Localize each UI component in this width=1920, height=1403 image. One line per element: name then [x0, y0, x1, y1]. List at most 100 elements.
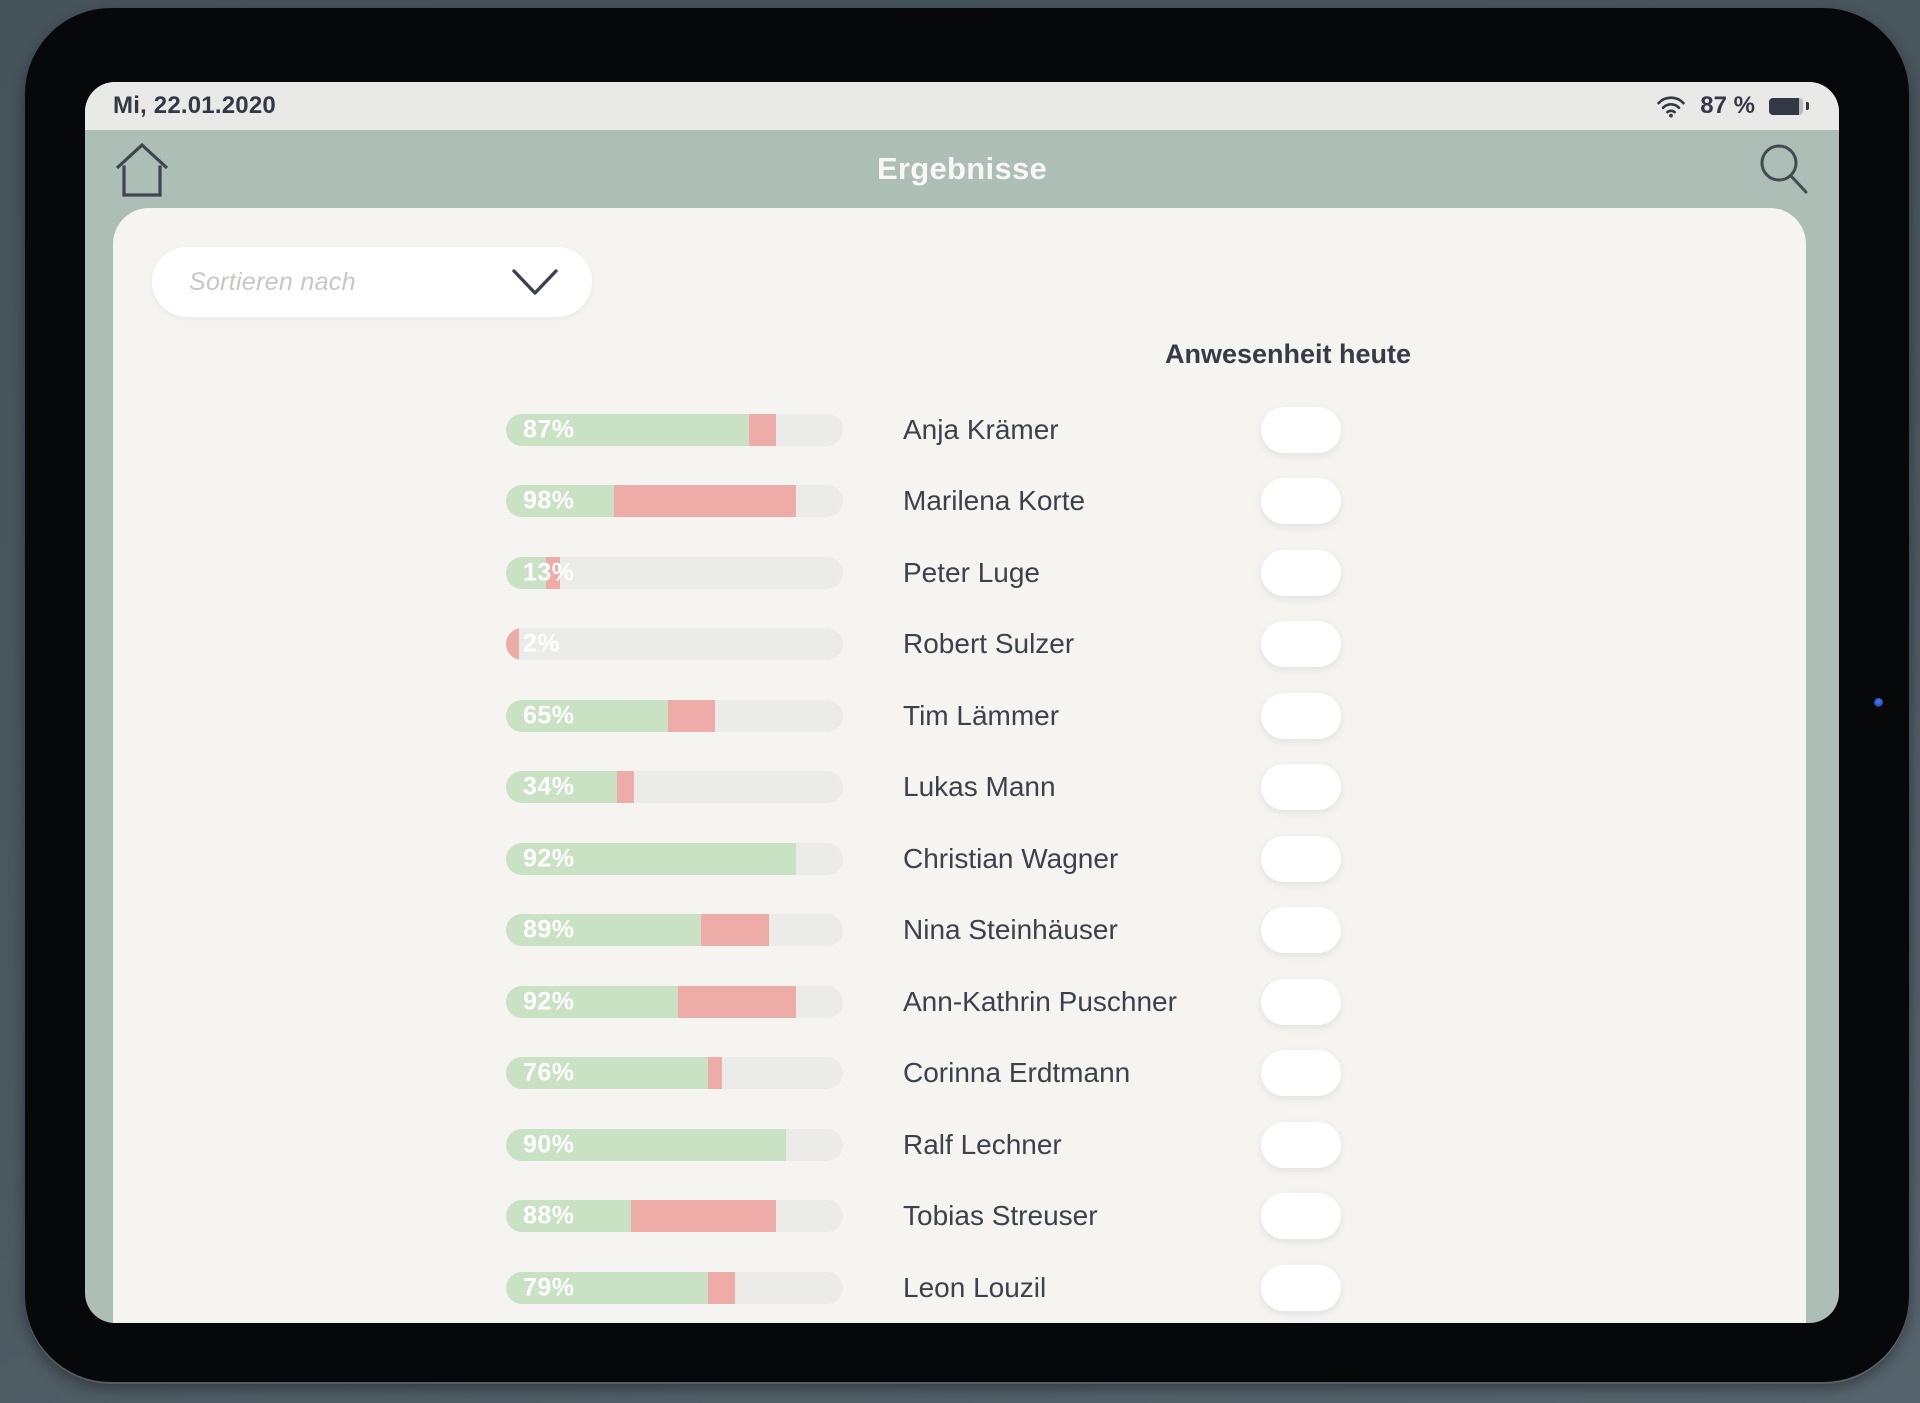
result-row: 92% Ann-Kathrin Puschner — [113, 966, 1806, 1038]
attendance-toggle[interactable] — [1261, 1264, 1341, 1311]
score-label: 92% — [523, 844, 575, 873]
result-row: 88% Tobias Streuser — [113, 1181, 1806, 1253]
search-button[interactable] — [1755, 141, 1811, 197]
person-name: Ann-Kathrin Puschner — [903, 985, 1177, 1017]
attendance-toggle[interactable] — [1261, 1121, 1341, 1168]
app-screen: Mi, 22.01.2020 87 % — [85, 82, 1839, 1323]
score-bar-green-segment — [506, 1271, 709, 1304]
nav-bar: Ergebnisse — [85, 130, 1839, 208]
score-bar-red-segment — [748, 413, 776, 446]
result-row: 87% Anja Krämer — [113, 394, 1806, 466]
score-bar-red-segment — [667, 699, 715, 732]
attendance-toggle[interactable] — [1261, 549, 1341, 596]
score-bar: 90% — [506, 1128, 843, 1161]
results-list: 87% Anja Krämer 98% Marilena Korte 13% P… — [113, 394, 1806, 1323]
person-name: Tobias Streuser — [903, 1200, 1098, 1232]
attendance-toggle[interactable] — [1261, 978, 1341, 1025]
attendance-toggle[interactable] — [1261, 835, 1341, 882]
battery-nub — [1806, 102, 1809, 110]
attendance-toggle[interactable] — [1261, 406, 1341, 453]
attendance-toggle[interactable] — [1261, 907, 1341, 954]
score-bar-green-segment — [506, 914, 702, 947]
score-label: 65% — [523, 701, 575, 730]
result-row: 34% Lukas Mann — [113, 752, 1806, 824]
score-bar: 98% — [506, 485, 843, 518]
score-bar-red-segment — [630, 1200, 776, 1233]
score-bar-green-segment — [506, 771, 618, 804]
score-label: 89% — [523, 915, 575, 944]
score-bar: 13% — [506, 556, 843, 589]
score-label: 34% — [523, 772, 575, 801]
score-bar-green-segment — [506, 485, 614, 518]
result-row: 65% Tim Lämmer — [113, 680, 1806, 752]
person-name: Marilena Korte — [903, 485, 1086, 517]
score-bar-green-segment — [506, 556, 547, 589]
score-bar: 34% — [506, 771, 843, 804]
score-label: 92% — [523, 987, 575, 1016]
sort-dropdown-placeholder: Sortieren nach — [189, 267, 356, 296]
score-bar-green-segment — [506, 699, 668, 732]
chevron-down-icon — [512, 268, 558, 296]
score-bar: 92% — [506, 842, 843, 875]
result-row: 76% Corinna Erdtmann — [113, 1038, 1806, 1110]
score-bar: 2% — [506, 628, 843, 661]
person-name: Peter Luge — [903, 556, 1040, 588]
person-name: Leon Louzil — [903, 1271, 1047, 1303]
person-name: Christian Wagner — [903, 842, 1119, 874]
score-bar: 89% — [506, 914, 843, 947]
result-row: 90% Ralf Lechner — [113, 1109, 1806, 1181]
score-bar: 76% — [506, 1057, 843, 1090]
score-label: 2% — [523, 629, 561, 658]
score-bar: 65% — [506, 699, 843, 732]
score-bar-green-segment — [506, 1200, 631, 1233]
front-camera-icon — [1874, 698, 1883, 707]
result-row: 13% Peter Luge — [113, 537, 1806, 609]
score-bar-green-segment — [506, 1057, 709, 1090]
result-row: 98% Marilena Korte — [113, 466, 1806, 538]
score-label: 13% — [523, 558, 575, 587]
score-label: 98% — [523, 486, 575, 515]
attendance-toggle[interactable] — [1261, 764, 1341, 811]
attendance-toggle[interactable] — [1261, 692, 1341, 739]
person-name: Lukas Mann — [903, 771, 1056, 803]
home-button[interactable] — [111, 139, 173, 199]
battery-fill — [1769, 97, 1799, 115]
wifi-icon — [1656, 95, 1686, 118]
content-card: Sortieren nach Anwesenheit heute 87% Anj… — [113, 208, 1806, 1323]
score-label: 87% — [523, 415, 575, 444]
score-bar: 88% — [506, 1200, 843, 1233]
person-name: Nina Steinhäuser — [903, 914, 1118, 946]
score-label: 88% — [523, 1201, 575, 1230]
attendance-toggle[interactable] — [1261, 621, 1341, 668]
score-bar-red-segment — [617, 771, 635, 804]
attendance-toggle[interactable] — [1261, 1050, 1341, 1097]
score-bar-red-segment — [506, 628, 520, 661]
score-bar: 92% — [506, 985, 843, 1018]
score-bar-red-segment — [546, 556, 560, 589]
attendance-column-header: Anwesenheit heute — [1164, 339, 1412, 369]
result-row: 92% Christian Wagner — [113, 823, 1806, 895]
result-row: 79% Leon Louzil — [113, 1252, 1806, 1323]
attendance-toggle[interactable] — [1261, 478, 1341, 525]
attendance-toggle[interactable] — [1261, 1193, 1341, 1240]
result-row: 89% Nina Steinhäuser — [113, 895, 1806, 967]
person-name: Tim Lämmer — [903, 699, 1060, 731]
score-bar-green-segment — [506, 413, 749, 446]
score-label: 90% — [523, 1130, 575, 1159]
score-bar-green-segment — [506, 842, 796, 875]
score-bar-red-segment — [708, 1271, 736, 1304]
status-date: Mi, 22.01.2020 — [113, 92, 276, 119]
page-title: Ergebnisse — [876, 151, 1048, 186]
person-name: Ralf Lechner — [903, 1128, 1062, 1160]
score-bar: 79% — [506, 1271, 843, 1304]
person-name: Corinna Erdtmann — [903, 1057, 1131, 1089]
status-bar: Mi, 22.01.2020 87 % — [85, 82, 1839, 130]
sort-dropdown[interactable]: Sortieren nach — [152, 247, 592, 317]
battery-icon — [1769, 97, 1803, 115]
score-bar-red-segment — [613, 485, 796, 518]
score-bar: 87% — [506, 413, 843, 446]
person-name: Anja Krämer — [903, 413, 1059, 445]
tablet-device: Mi, 22.01.2020 87 % — [25, 8, 1909, 1382]
status-indicators: 87 % — [1656, 92, 1809, 120]
